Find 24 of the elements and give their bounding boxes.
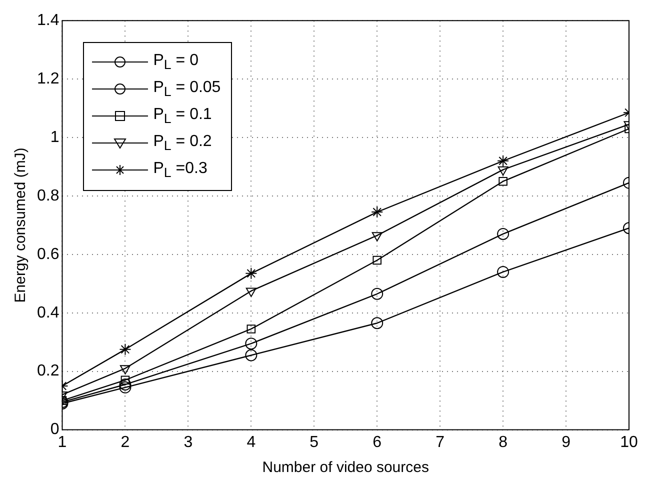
x-tick-label: 10 <box>620 434 638 451</box>
y-tick-label: 1 <box>50 128 60 146</box>
legend-label: P$_{L}$ = 0 <box>153 52 198 72</box>
y-tick-label: 0.6 <box>36 246 60 263</box>
x-tick-label: 6 <box>372 434 382 451</box>
y-axis-title: Energy consumed (mJ) <box>12 148 30 303</box>
x-tick-label: 2 <box>120 434 130 451</box>
y-tick-label: 0.4 <box>36 304 60 322</box>
y-tick-label: 0.2 <box>36 362 60 380</box>
y-tick-label: 1.4 <box>36 12 60 30</box>
x-tick-label: 5 <box>310 434 319 451</box>
x-tick-label: 7 <box>436 434 445 451</box>
legend-label: P$_{L}$ = 0.2 <box>153 133 212 154</box>
legend-label: P$_{L}$ = 0.1 <box>153 106 212 126</box>
x-tick-label: 8 <box>498 434 508 451</box>
y-tick-label: 0 <box>50 421 60 438</box>
x-tick-label: 3 <box>184 434 193 451</box>
x-tick-label: 9 <box>562 434 571 451</box>
y-tick-label: 0.8 <box>36 187 60 204</box>
legend-label: P$_{L}$ =0.3 <box>153 160 208 180</box>
y-tick-label: 1.2 <box>36 70 60 88</box>
x-axis-title: Number of video sources <box>262 459 429 476</box>
x-tick-label: 4 <box>246 434 256 451</box>
legend-label: P$_{L}$ = 0.05 <box>153 79 221 100</box>
